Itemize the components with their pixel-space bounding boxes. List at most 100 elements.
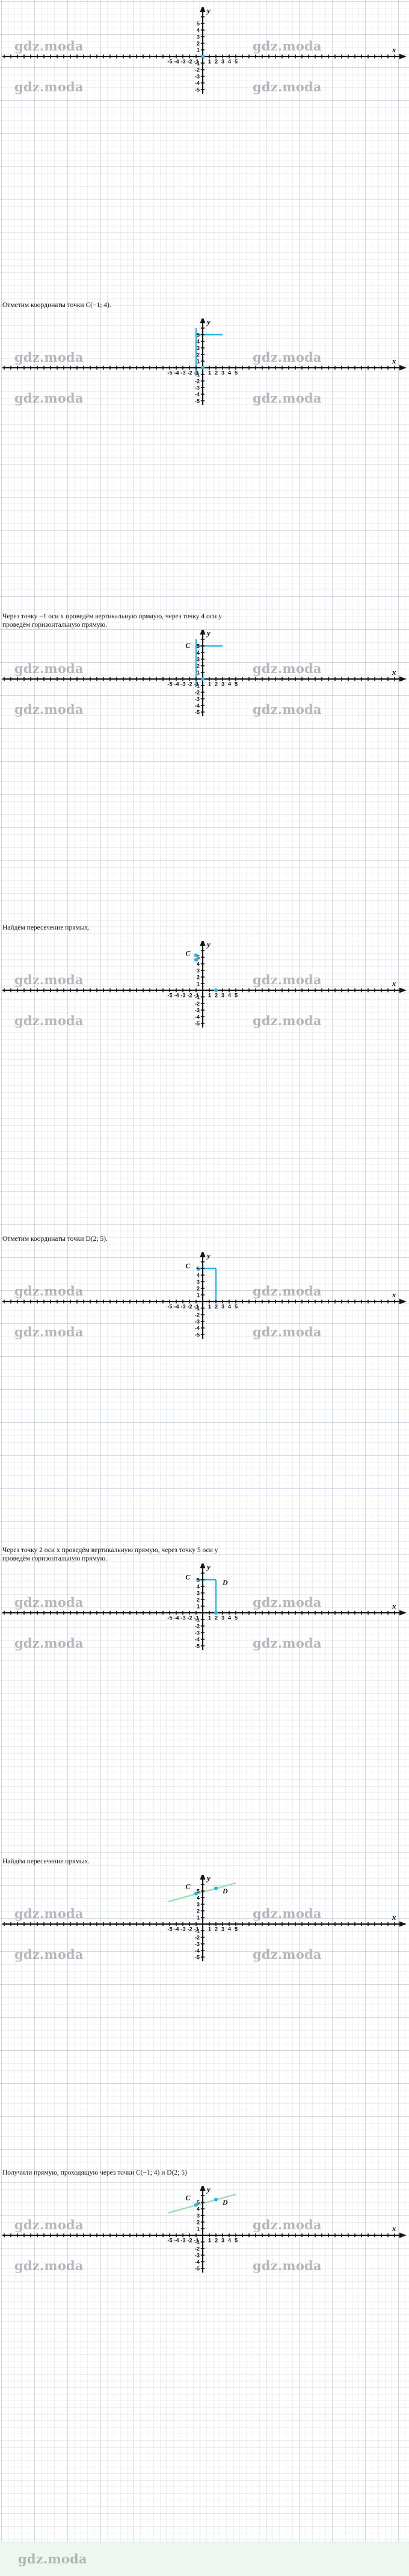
x-tick-label: 4 bbox=[228, 1926, 232, 1932]
x-tick-label: -1 bbox=[194, 59, 198, 65]
y-tick-label: -1 bbox=[195, 371, 200, 377]
x-tick-label: -3 bbox=[180, 1615, 185, 1621]
marked-point bbox=[194, 953, 198, 957]
marked-point bbox=[200, 677, 205, 681]
y-tick-label: 2 bbox=[197, 1285, 200, 1291]
y-tick-label: -4 bbox=[195, 1636, 200, 1642]
watermark: gdz.moda bbox=[253, 1906, 322, 1921]
watermark: gdz.moda bbox=[253, 661, 322, 676]
x-tick-label: -4 bbox=[174, 59, 179, 65]
watermark: gdz.moda bbox=[253, 2258, 322, 2273]
x-axis-arrow bbox=[399, 676, 407, 682]
y-axis-label: y bbox=[206, 941, 211, 949]
x-tick-label: 4 bbox=[228, 370, 232, 376]
x-tick-label: -3 bbox=[180, 1926, 185, 1932]
footer-band bbox=[0, 2542, 409, 2576]
x-tick-label: 3 bbox=[221, 1615, 224, 1621]
x-tick-label: 3 bbox=[221, 1304, 224, 1310]
x-tick-label: -5 bbox=[167, 370, 172, 376]
x-tick-label: -2 bbox=[187, 681, 192, 687]
step-caption: Получили прямую, проходящую через точки … bbox=[2, 2169, 407, 2178]
y-tick-label: -3 bbox=[195, 1941, 200, 1947]
y-tick-label: -3 bbox=[195, 1318, 200, 1324]
caption-line: Найдём пересечение прямых. bbox=[2, 924, 90, 931]
x-tick-label: -4 bbox=[174, 681, 179, 687]
watermark: gdz.moda bbox=[253, 702, 322, 717]
y-tick-label: 2 bbox=[197, 1597, 200, 1603]
x-axis-label: x bbox=[392, 979, 396, 988]
x-tick-label: -1 bbox=[194, 2238, 198, 2244]
watermark: gdz.moda bbox=[14, 1283, 84, 1299]
x-tick-label: 2 bbox=[215, 1304, 218, 1310]
y-tick-label: -1 bbox=[195, 2239, 200, 2245]
y-tick-label: -5 bbox=[195, 1332, 200, 1338]
footer-watermark: gdz.moda bbox=[18, 2551, 87, 2566]
y-tick-label: 3 bbox=[197, 656, 200, 662]
caption-line: Через точку 2 оси x проведём вертикальну… bbox=[2, 1547, 218, 1554]
x-tick-label: 5 bbox=[235, 2238, 238, 2244]
x-axis-arrow bbox=[399, 1921, 407, 1927]
watermark: gdz.moda bbox=[253, 1947, 322, 1962]
x-tick-label: 4 bbox=[228, 1304, 232, 1310]
marked-point bbox=[194, 958, 198, 962]
x-tick-label: 3 bbox=[221, 2238, 224, 2244]
y-tick-label: -3 bbox=[195, 1630, 200, 1636]
x-tick-label: 1 bbox=[208, 681, 211, 687]
x-tick-label: 3 bbox=[221, 370, 224, 376]
x-tick-label: -3 bbox=[180, 681, 185, 687]
y-tick-label: -4 bbox=[195, 1325, 200, 1331]
x-tick-label: 3 bbox=[221, 681, 224, 687]
marked-point bbox=[194, 1892, 198, 1896]
x-axis-arrow bbox=[399, 1610, 407, 1616]
y-tick-label: -5 bbox=[195, 2265, 200, 2271]
marked-point bbox=[214, 1886, 218, 1890]
x-tick-label: 2 bbox=[215, 59, 218, 65]
x-axis-arrow bbox=[399, 53, 407, 59]
y-tick-label: -2 bbox=[195, 689, 200, 695]
y-tick-label: -3 bbox=[195, 385, 200, 391]
y-tick-label: -1 bbox=[195, 60, 200, 66]
y-axis-arrow bbox=[200, 316, 206, 323]
y-tick-label: -5 bbox=[195, 398, 200, 404]
x-tick-label: 5 bbox=[235, 1304, 238, 1310]
y-axis-arrow bbox=[200, 939, 206, 946]
x-tick-label: -5 bbox=[167, 1304, 172, 1310]
y-tick-label: -4 bbox=[195, 391, 200, 397]
x-axis-arrow bbox=[399, 987, 407, 993]
watermark: gdz.moda bbox=[14, 1947, 84, 1962]
y-tick-label: -4 bbox=[195, 702, 200, 708]
watermark: gdz.moda bbox=[14, 1013, 84, 1028]
x-tick-label: -2 bbox=[187, 1615, 192, 1621]
point-label-D: D bbox=[222, 1578, 228, 1586]
x-tick-label: -4 bbox=[174, 1615, 179, 1621]
x-tick-label: 2 bbox=[215, 370, 218, 376]
coordinate-plane-1: -5 -4 -3 -2 -1 1 2 3 4 5 1 2 3 4 5 -1 -2 -3 -4 -5 y x gdz.moda… bbox=[0, 5, 409, 103]
watermark: gdz.moda bbox=[253, 1595, 322, 1610]
y-tick-label: -2 bbox=[195, 2246, 200, 2252]
watermark: gdz.moda bbox=[14, 2217, 84, 2232]
step-caption: Через точку 2 оси x проведём вертикальну… bbox=[2, 1547, 407, 1563]
y-tick-label: 1 bbox=[197, 1603, 200, 1609]
y-tick-label: -5 bbox=[195, 87, 200, 93]
y-tick-label: 4 bbox=[197, 961, 200, 967]
x-tick-label: 3 bbox=[221, 1926, 224, 1932]
y-tick-label: -2 bbox=[195, 67, 200, 73]
y-tick-label: 1 bbox=[197, 981, 200, 987]
y-tick-label: 1 bbox=[197, 669, 200, 675]
watermark: gdz.moda bbox=[14, 391, 84, 406]
y-tick-label: -1 bbox=[195, 683, 200, 689]
x-axis-label: x bbox=[392, 1290, 396, 1299]
marked-point bbox=[200, 54, 205, 59]
step-caption: Найдём пересечение прямых. bbox=[2, 924, 407, 933]
x-axis-label: x bbox=[392, 2224, 396, 2233]
y-tick-label: -2 bbox=[195, 1934, 200, 1940]
